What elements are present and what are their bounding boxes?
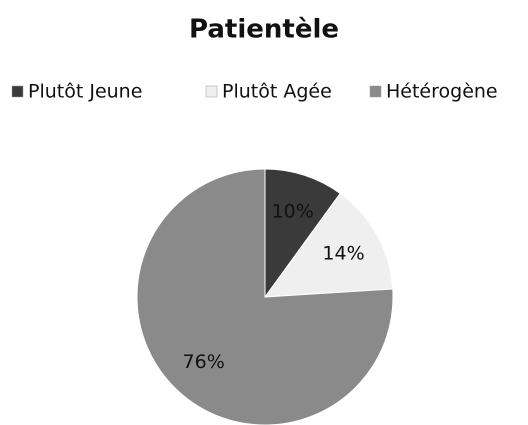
pie-slice [264, 168, 341, 299]
legend-label: Plutôt Agée [222, 81, 332, 103]
chart-title: Patientèle [189, 15, 339, 45]
legend-label: Hétérogène [386, 81, 498, 103]
pie-slice [263, 192, 394, 298]
pie-slice [136, 168, 394, 425]
legend-swatch [11, 85, 24, 98]
legend-label: Plutôt Jeune [28, 81, 142, 103]
legend-swatch [369, 85, 382, 98]
legend-swatch [205, 85, 218, 98]
data-label: 14% [322, 242, 364, 264]
data-label: 10% [272, 200, 314, 222]
data-label: 76% [183, 351, 225, 373]
